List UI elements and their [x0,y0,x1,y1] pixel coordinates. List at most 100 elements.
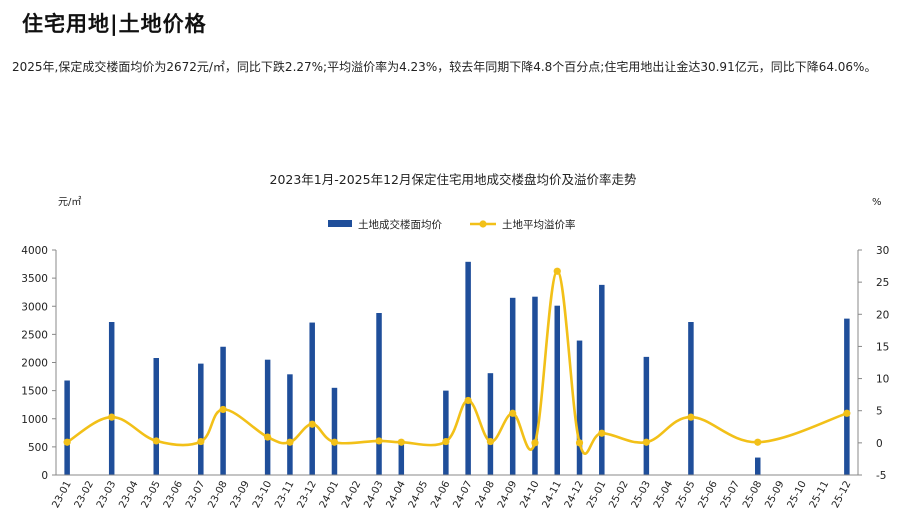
right-tick-label: 0 [876,438,883,450]
price-bar [376,313,382,475]
x-tick-label: 23-07 [184,479,207,510]
premium-rate-point [308,420,316,428]
price-bar [509,297,516,475]
line-points [63,267,851,447]
left-tick-label: 0 [41,470,48,482]
premium-rate-point [687,413,695,421]
price-bar [108,322,115,475]
premium-rate-point [397,438,405,446]
x-tick-label: 23-11 [273,479,296,510]
x-tick-label: 23-10 [251,479,274,510]
premium-rate-point [219,405,227,414]
premium-rate-point [108,413,116,421]
x-tick-label: 25-01 [585,479,608,510]
price-bar [688,322,694,475]
premium-rate-point [63,438,71,446]
legend-line-label: 土地平均溢价率 [502,218,576,231]
premium-rate-point [575,439,584,447]
price-bar [64,380,70,475]
premium-rate-point [531,439,539,447]
x-tick-label: 24-07 [451,479,474,510]
x-axis: 23-0123-0223-0323-0423-0523-0623-0723-08… [50,474,858,510]
x-tick-label: 24-02 [340,479,363,510]
price-bar [309,322,315,475]
left-tick-label: 1500 [21,386,48,398]
premium-rate-point [642,438,650,446]
premium-rate-point [264,433,272,441]
price-bar [153,358,159,475]
left-tick-label: 4000 [21,245,48,257]
page-title: 住宅用地|土地价格 [22,12,207,36]
x-tick-label: 25-03 [630,479,653,510]
x-tick-label: 24-04 [385,479,408,510]
price-bar [264,359,271,475]
legend-bar-label: 土地成交楼面均价 [358,218,442,231]
premium-rate-point [375,437,383,445]
left-tick-label: 1000 [21,414,48,426]
x-tick-label: 24-12 [563,479,586,510]
premium-rate-point [754,438,762,446]
bar-series [64,261,850,475]
x-tick-label: 24-08 [474,479,497,510]
premium-rate-point [843,409,851,417]
x-tick-label: 23-12 [295,479,318,510]
left-tick-label: 2500 [21,329,48,341]
left-tick-label: 3000 [21,301,48,313]
x-tick-label: 24-03 [362,479,385,510]
price-bar [465,261,471,475]
premium-rate-point [286,438,294,446]
legend-line-marker [479,220,487,228]
left-axis: 0 500 1000 1500 2000 2500 3000 3500 4000 [21,245,57,482]
premium-rate-point [152,437,160,445]
x-tick-label: 25-08 [741,479,764,510]
x-tick-label: 23-03 [95,479,118,510]
price-bar [576,340,583,475]
right-tick-label: 20 [876,309,889,321]
price-bar [599,284,605,475]
legend: 土地成交楼面均价 土地平均溢价率 [328,218,576,231]
x-tick-label: 23-02 [73,479,96,510]
left-tick-label: 3500 [21,273,48,285]
x-tick-label: 25-07 [719,479,742,510]
price-bar [554,305,560,475]
price-bar [755,457,761,475]
price-bar [487,373,494,475]
x-tick-label: 24-11 [541,479,564,510]
right-tick-label: -5 [876,470,886,482]
price-bar [443,390,449,475]
price-bar [287,374,293,475]
x-tick-label: 23-06 [162,479,185,510]
x-tick-label: 23-05 [140,479,163,510]
left-tick-label: 500 [28,442,48,454]
left-axis-unit: 元/㎡ [58,196,81,208]
premium-rate-line [66,269,848,455]
x-tick-label: 25-05 [674,479,697,510]
x-tick-label: 23-08 [206,479,229,510]
x-tick-label: 25-12 [830,479,853,510]
price-bar [198,363,204,475]
price-bar [643,356,650,475]
x-tick-label: 24-06 [429,479,452,510]
x-tick-label: 24-09 [496,479,519,510]
premium-rate-point [442,437,450,446]
x-tick-label: 24-05 [407,479,430,510]
x-tick-label: 25-11 [808,479,831,510]
x-tick-label: 25-06 [696,479,719,510]
x-tick-label: 25-10 [786,479,809,510]
right-axis-unit: % [872,197,882,208]
premium-rate-point [330,438,339,446]
right-tick-label: 5 [876,406,883,418]
price-bar [398,441,405,475]
chart-title: 2023年1月-2025年12月保定住宅用地成交楼盘均价及溢价率走势 [270,172,637,187]
right-tick-label: 10 [876,374,889,386]
right-tick-label: 30 [876,245,889,257]
premium-rate-point [509,409,517,417]
x-tick-label: 23-09 [229,479,252,510]
premium-rate-point [197,437,205,446]
premium-rate-point [553,267,561,275]
right-axis: -5 0 5 10 15 20 25 30 [857,245,889,482]
x-tick-label: 25-09 [763,479,786,510]
x-tick-label: 24-10 [518,479,541,510]
x-tick-label: 25-02 [607,479,630,510]
